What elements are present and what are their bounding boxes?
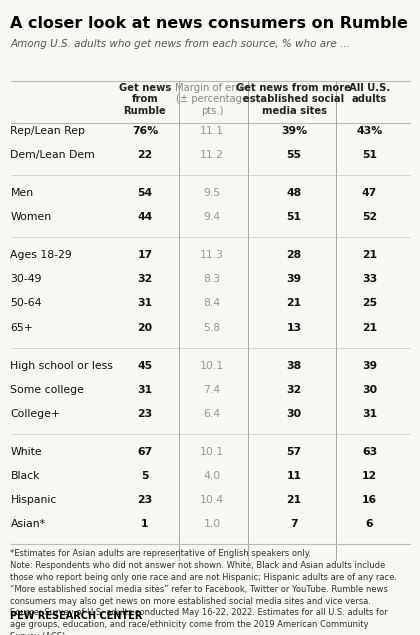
Text: 50-64: 50-64 xyxy=(10,298,42,309)
Text: 8.3: 8.3 xyxy=(204,274,220,284)
Text: 11: 11 xyxy=(286,471,302,481)
Text: 54: 54 xyxy=(137,188,152,198)
Text: 5.8: 5.8 xyxy=(204,323,220,333)
Text: 21: 21 xyxy=(362,323,377,333)
Text: 63: 63 xyxy=(362,447,377,457)
Text: 8.4: 8.4 xyxy=(204,298,220,309)
Text: 4.0: 4.0 xyxy=(203,471,221,481)
Text: 10.4: 10.4 xyxy=(200,495,224,505)
Text: 1: 1 xyxy=(141,519,149,530)
Text: Get news from more
established social
media sites: Get news from more established social me… xyxy=(236,83,352,116)
Text: 30: 30 xyxy=(362,385,377,395)
Text: Men: Men xyxy=(10,188,34,198)
Text: 23: 23 xyxy=(137,409,152,419)
Text: Some college: Some college xyxy=(10,385,84,395)
Text: 10.1: 10.1 xyxy=(200,447,224,457)
Text: 67: 67 xyxy=(137,447,152,457)
Text: 25: 25 xyxy=(362,298,377,309)
Text: 32: 32 xyxy=(137,274,152,284)
Text: 47: 47 xyxy=(362,188,377,198)
Text: A closer look at news consumers on Rumble: A closer look at news consumers on Rumbl… xyxy=(10,16,408,31)
Text: 7: 7 xyxy=(290,519,298,530)
Text: 9.5: 9.5 xyxy=(204,188,220,198)
Text: 21: 21 xyxy=(286,495,302,505)
Text: 28: 28 xyxy=(286,250,302,260)
Text: 55: 55 xyxy=(286,150,302,160)
Text: 76%: 76% xyxy=(132,126,158,136)
Text: 21: 21 xyxy=(362,250,377,260)
Text: *Estimates for Asian adults are representative of English speakers only.
Note: R: *Estimates for Asian adults are represen… xyxy=(10,549,397,635)
Text: 1.0: 1.0 xyxy=(203,519,221,530)
Text: 31: 31 xyxy=(137,385,152,395)
Text: 44: 44 xyxy=(137,212,152,222)
Text: College+: College+ xyxy=(10,409,60,419)
Text: 51: 51 xyxy=(362,150,377,160)
Text: Hispanic: Hispanic xyxy=(10,495,57,505)
Text: 30-49: 30-49 xyxy=(10,274,42,284)
Text: 31: 31 xyxy=(137,298,152,309)
Text: Black: Black xyxy=(10,471,40,481)
Text: Dem/Lean Dem: Dem/Lean Dem xyxy=(10,150,95,160)
Text: 65+: 65+ xyxy=(10,323,33,333)
Text: Margin of error
(± percentage
pts.): Margin of error (± percentage pts.) xyxy=(175,83,249,116)
Text: 12: 12 xyxy=(362,471,377,481)
Text: 20: 20 xyxy=(137,323,152,333)
Text: 6.4: 6.4 xyxy=(204,409,220,419)
Text: Rep/Lean Rep: Rep/Lean Rep xyxy=(10,126,86,136)
Text: 52: 52 xyxy=(362,212,377,222)
Text: 21: 21 xyxy=(286,298,302,309)
Text: PEW RESEARCH CENTER: PEW RESEARCH CENTER xyxy=(10,611,143,621)
Text: 5: 5 xyxy=(141,471,149,481)
Text: 6: 6 xyxy=(366,519,373,530)
Text: 43%: 43% xyxy=(357,126,383,136)
Text: Ages 18-29: Ages 18-29 xyxy=(10,250,72,260)
Text: 16: 16 xyxy=(362,495,377,505)
Text: 9.4: 9.4 xyxy=(204,212,220,222)
Text: 31: 31 xyxy=(362,409,377,419)
Text: 11.3: 11.3 xyxy=(200,250,224,260)
Text: 7.4: 7.4 xyxy=(204,385,220,395)
Text: White: White xyxy=(10,447,42,457)
Text: 48: 48 xyxy=(286,188,302,198)
Text: 39: 39 xyxy=(362,361,377,371)
Text: 13: 13 xyxy=(286,323,302,333)
Text: 11.2: 11.2 xyxy=(200,150,224,160)
Text: Among U.S. adults who get news from each source, % who are ...: Among U.S. adults who get news from each… xyxy=(10,39,350,50)
Text: All U.S.
adults: All U.S. adults xyxy=(349,83,390,104)
Text: Get news
from
Rumble: Get news from Rumble xyxy=(119,83,171,116)
Text: 22: 22 xyxy=(137,150,152,160)
Text: 39: 39 xyxy=(286,274,302,284)
Text: 30: 30 xyxy=(286,409,302,419)
Text: Asian*: Asian* xyxy=(10,519,45,530)
Text: 38: 38 xyxy=(286,361,302,371)
Text: 23: 23 xyxy=(137,495,152,505)
Text: High school or less: High school or less xyxy=(10,361,113,371)
Text: 39%: 39% xyxy=(281,126,307,136)
Text: 32: 32 xyxy=(286,385,302,395)
Text: 51: 51 xyxy=(286,212,302,222)
Text: 33: 33 xyxy=(362,274,377,284)
Text: 11.1: 11.1 xyxy=(200,126,224,136)
Text: 17: 17 xyxy=(137,250,152,260)
Text: 45: 45 xyxy=(137,361,152,371)
Text: 57: 57 xyxy=(286,447,302,457)
Text: 10.1: 10.1 xyxy=(200,361,224,371)
Text: Women: Women xyxy=(10,212,52,222)
